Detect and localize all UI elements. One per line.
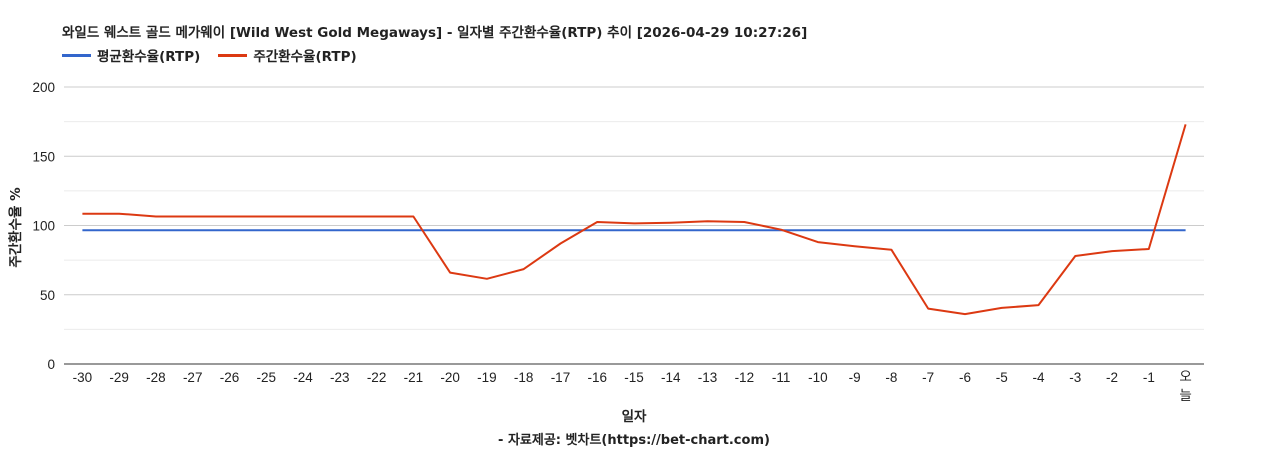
x-tick-label: -26 <box>220 370 240 385</box>
x-tick-label: -30 <box>73 370 93 385</box>
legend-item-avg[interactable]: 평균환수율(RTP) <box>62 45 200 65</box>
x-tick-label: -16 <box>587 370 607 385</box>
x-tick-label: -7 <box>922 370 934 385</box>
x-tick-label: -27 <box>183 370 203 385</box>
x-tick-label: -20 <box>440 370 460 385</box>
x-tick-label: -17 <box>551 370 571 385</box>
x-tick-label: -24 <box>293 370 313 385</box>
x-tick-label: -29 <box>109 370 129 385</box>
legend-item-weekly[interactable]: 주간환수율(RTP) <box>218 45 357 65</box>
x-tick-label: -1 <box>1143 370 1155 385</box>
x-tick-label: -2 <box>1106 370 1118 385</box>
x-tick-label: -3 <box>1069 370 1081 385</box>
legend: 평균환수율(RTP) 주간환수율(RTP) <box>62 45 375 65</box>
y-tick-label: 150 <box>32 149 55 164</box>
x-tick-label: 오 <box>1179 369 1191 384</box>
legend-swatch-weekly <box>218 53 248 57</box>
x-tick-label: -14 <box>661 370 681 385</box>
legend-label-weekly: 주간환수율(RTP) <box>253 49 357 65</box>
x-tick-label: 늘 <box>1179 388 1191 403</box>
y-tick-label: 100 <box>32 219 55 234</box>
y-tick-label: 50 <box>40 288 55 303</box>
y-tick-label: 0 <box>47 357 55 372</box>
y-axis-title: 주간환수율 % <box>7 187 24 268</box>
x-tick-label: -9 <box>849 370 861 385</box>
y-tick-label: 200 <box>32 80 55 95</box>
series-line-weekly <box>82 124 1187 316</box>
legend-label-avg: 평균환수율(RTP) <box>97 49 201 65</box>
x-tick-label: -11 <box>772 370 791 385</box>
data-source: - 자료제공: 벳차트(https://bet-chart.com) <box>498 433 770 448</box>
x-tick-label: -21 <box>404 370 424 385</box>
x-tick-label: -19 <box>477 370 497 385</box>
x-tick-label: -6 <box>959 370 971 385</box>
x-tick-label: -23 <box>330 370 350 385</box>
x-tick-label: -8 <box>885 370 897 385</box>
x-tick-label: -5 <box>996 370 1008 385</box>
x-tick-label: -15 <box>624 370 644 385</box>
x-tick-label: -18 <box>514 370 534 385</box>
x-tick-label: -25 <box>257 370 277 385</box>
x-tick-label: -4 <box>1033 370 1045 385</box>
x-tick-label: -10 <box>808 370 828 385</box>
x-tick-label: -13 <box>698 370 718 385</box>
legend-swatch-avg <box>62 53 91 57</box>
x-tick-label: -28 <box>146 370 166 385</box>
chart-title: 와일드 웨스트 골드 메가웨이 [Wild West Gold Megaways… <box>62 25 808 41</box>
x-axis-title: 일자 <box>622 409 647 425</box>
x-tick-label: -22 <box>367 370 387 385</box>
x-tick-label: -12 <box>735 370 755 385</box>
